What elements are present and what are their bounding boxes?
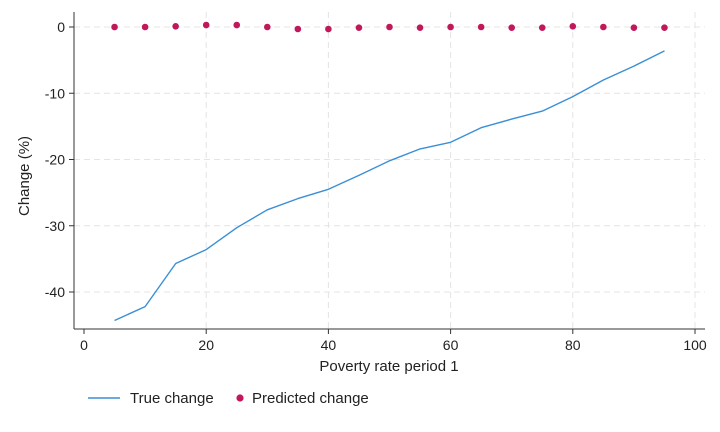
grid-lines — [74, 12, 705, 329]
tick-labels: 0 20 40 60 80 100 0 -10 -20 -30 -40 — [45, 19, 707, 353]
predicted-change-point — [325, 25, 332, 33]
x-tick-label: 80 — [565, 337, 581, 353]
true-change-line — [114, 50, 665, 322]
predicted-change-point — [172, 23, 179, 30]
x-tick-label: 40 — [321, 337, 337, 353]
x-tick-label: 100 — [683, 337, 707, 353]
y-tick-label: -20 — [45, 152, 65, 168]
predicted-change-point — [447, 23, 454, 31]
x-tick-label: 60 — [443, 337, 459, 353]
predicted-change-point — [477, 23, 485, 31]
predicted-change-series — [111, 21, 668, 33]
predicted-change-point — [416, 24, 424, 31]
legend: True change Predicted change — [88, 390, 369, 407]
x-tick-label: 0 — [80, 337, 88, 353]
y-tick-label: 0 — [57, 19, 65, 35]
predicted-change-point — [630, 24, 638, 31]
legend-label-predicted-change: Predicted change — [252, 390, 369, 407]
axes — [69, 12, 705, 334]
y-tick-label: -40 — [45, 284, 65, 300]
predicted-change-point — [508, 24, 515, 31]
x-axis-title: Poverty rate period 1 — [319, 358, 458, 375]
predicted-change-point — [355, 24, 363, 31]
predicted-change-point — [661, 24, 668, 31]
true-change-series — [114, 50, 665, 322]
y-tick-label: -30 — [45, 218, 65, 234]
predicted-change-point — [202, 21, 210, 29]
predicted-change-point — [600, 23, 607, 31]
predicted-change-point — [264, 23, 271, 31]
y-tick-label: -10 — [45, 85, 65, 101]
predicted-change-point — [233, 21, 241, 29]
y-axis-title: Change (%) — [16, 136, 33, 216]
predicted-change-point — [141, 23, 149, 31]
predicted-change-point — [538, 24, 546, 31]
legend-label-true-change: True change — [130, 390, 214, 407]
predicted-change-point — [569, 23, 577, 30]
predicted-change-point — [111, 23, 118, 31]
x-tick-label: 20 — [198, 337, 214, 353]
predicted-change-point — [386, 23, 393, 31]
legend-marker-swatch — [236, 394, 244, 402]
predicted-change-point — [294, 25, 302, 33]
